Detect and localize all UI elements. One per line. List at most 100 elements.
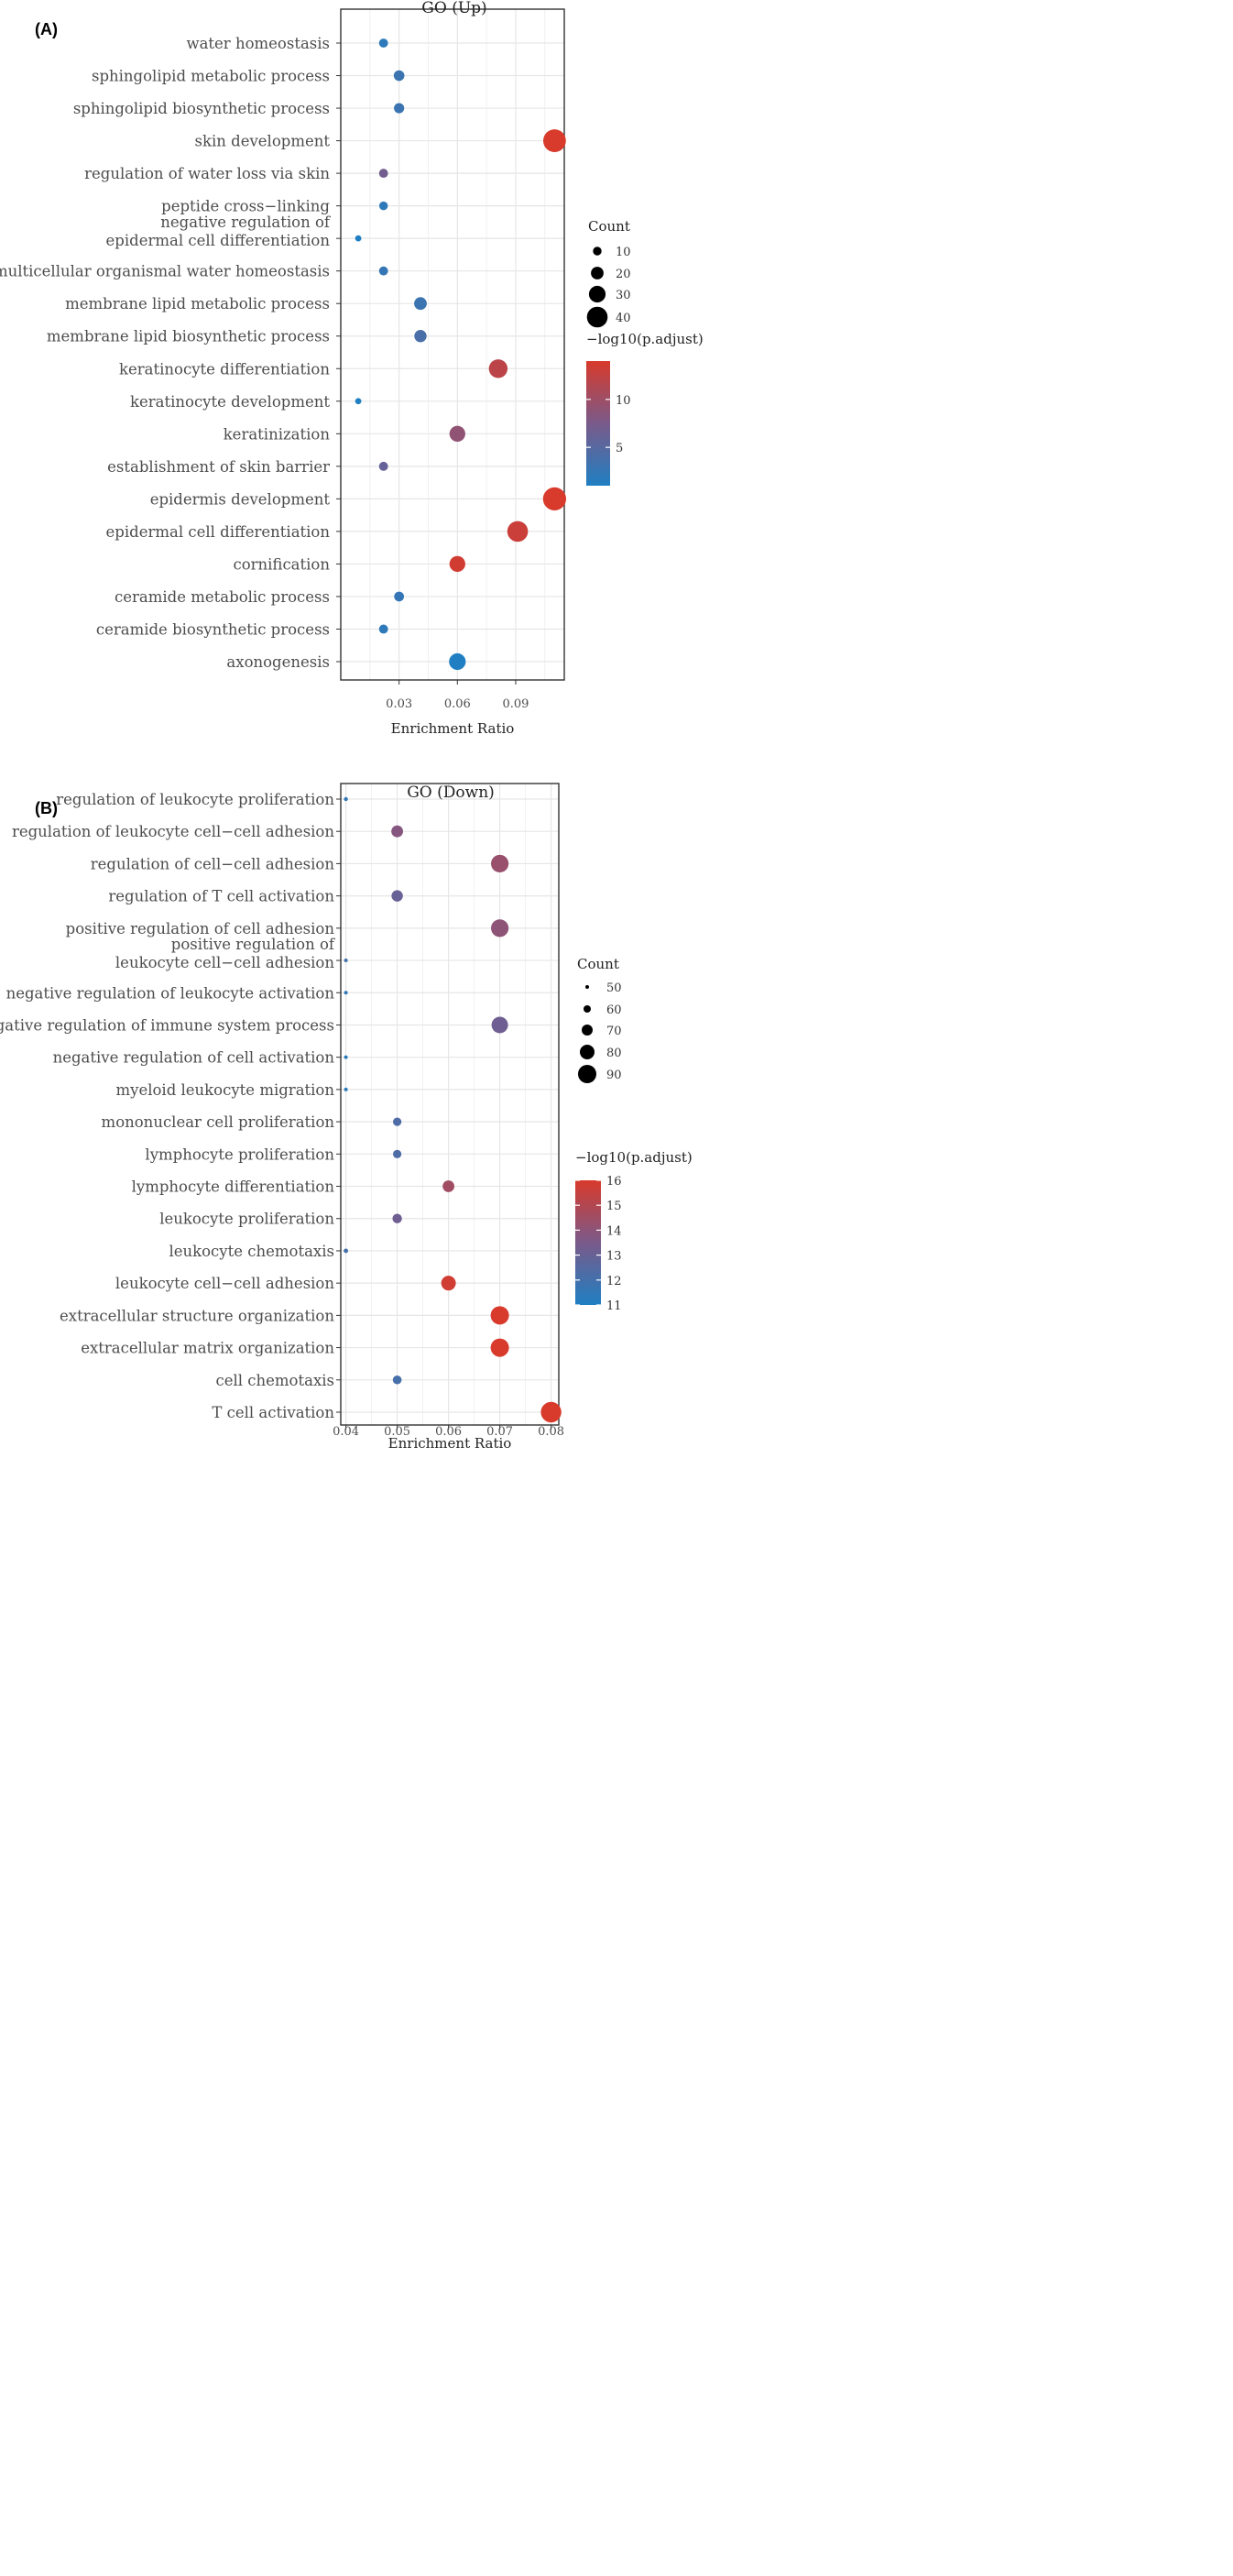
color-legend-label: 16 — [606, 1175, 622, 1189]
category-label-line: positive regulation of — [171, 936, 336, 953]
x-axis: 0.04 0.05 0.06 0.07 0.08 Enrichment Ratio — [333, 1425, 564, 1452]
category-label: cornification — [233, 555, 330, 573]
category-label: regulation of leukocyte cell−cell adhesi… — [12, 823, 334, 840]
plot-border — [340, 8, 565, 681]
category-label: cell chemotaxis — [215, 1372, 334, 1389]
category-label: regulation of leukocyte proliferation — [56, 791, 334, 808]
data-point — [344, 796, 348, 802]
category-label: membrane lipid biosynthetic process — [47, 328, 330, 345]
data-point — [449, 652, 466, 671]
data-point — [491, 854, 509, 873]
x-axis: 0.03 0.06 0.09 Enrichment Ratio — [386, 680, 529, 737]
color-legend-label: 13 — [606, 1250, 622, 1264]
data-point — [491, 1016, 508, 1034]
x-tick-label: 0.03 — [386, 697, 412, 711]
x-tick-label: 0.04 — [333, 1425, 359, 1439]
size-legend-title: Count — [577, 956, 619, 972]
size-legend-label: 40 — [616, 312, 631, 325]
category-label: negative regulation of cell activation — [53, 1049, 335, 1067]
category-label: regulation of cell−cell adhesion — [91, 855, 335, 872]
x-tick-label: 0.06 — [435, 1425, 462, 1439]
data-point — [394, 103, 405, 114]
category-label: extracellular matrix organization — [81, 1340, 334, 1357]
category-label: lymphocyte differentiation — [132, 1178, 335, 1196]
data-point — [540, 1401, 562, 1423]
category-label: keratinization — [224, 425, 331, 443]
data-points — [344, 796, 562, 1423]
size-legend: Count 10 20 30 40 — [586, 218, 631, 328]
size-legend-label: 30 — [616, 289, 631, 302]
size-legend-key — [584, 1005, 591, 1013]
panel-a: (A) GO (Up) water homeostasis sphingolipid … — [0, 0, 704, 737]
category-label: ceramide biosynthetic process — [96, 620, 330, 638]
category-label: membrane lipid metabolic process — [65, 295, 330, 312]
color-legend: −log10(p.adjust) 11 12 13 14 15 16 — [575, 1149, 693, 1313]
data-point — [344, 991, 348, 995]
x-tick-label: 0.08 — [538, 1425, 564, 1439]
panel-label: (B) — [35, 799, 58, 817]
category-label: keratinocyte development — [130, 393, 330, 411]
color-bar — [586, 361, 610, 486]
size-legend-key — [582, 1025, 593, 1036]
category-label: establishment of skin barrier — [107, 458, 330, 476]
color-legend-label: 11 — [606, 1299, 622, 1313]
size-legend-label: 90 — [606, 1069, 622, 1082]
data-point — [449, 425, 465, 442]
size-legend: Count 50 60 70 80 90 — [577, 956, 622, 1083]
chart-title: GO (Up) — [421, 0, 486, 17]
category-label: ceramide metabolic process — [115, 588, 330, 606]
data-point — [378, 266, 388, 276]
data-point — [542, 129, 566, 152]
data-point — [344, 1055, 348, 1059]
data-point — [392, 1213, 402, 1223]
data-point — [378, 624, 388, 634]
size-legend-key — [580, 1045, 595, 1059]
size-legend-label: 20 — [616, 268, 631, 281]
color-legend-label: 12 — [606, 1275, 622, 1288]
category-label: keratinocyte differentiation — [119, 360, 330, 378]
category-label: peptide cross−linking — [161, 198, 330, 215]
color-legend-title: −log10(p.adjust) — [575, 1149, 693, 1166]
x-tick-label: 0.05 — [384, 1425, 410, 1439]
data-point — [414, 297, 427, 311]
category-label-line: leukocyte cell−cell adhesion — [115, 954, 334, 971]
data-point — [507, 521, 529, 543]
size-legend-label: 60 — [606, 1003, 622, 1017]
color-legend-title: −log10(p.adjust) — [586, 331, 704, 347]
data-point — [441, 1276, 456, 1291]
category-label: regulation of T cell activation — [108, 888, 334, 905]
category-label-line: negative regulation of — [160, 214, 332, 231]
category-label: extracellular structure organization — [60, 1307, 334, 1324]
plot-area — [341, 9, 564, 680]
category-label: sphingolipid biosynthetic process — [73, 100, 330, 117]
category-label: epidermis development — [150, 490, 331, 508]
plot-border — [340, 783, 560, 1426]
data-point — [391, 825, 403, 838]
size-legend-label: 80 — [606, 1047, 622, 1060]
data-point — [393, 1117, 402, 1126]
data-point — [393, 1149, 402, 1158]
color-legend-label: 14 — [606, 1224, 622, 1238]
size-legend-label: 10 — [616, 246, 631, 259]
category-label: leukocyte chemotaxis — [169, 1243, 334, 1260]
data-point — [449, 555, 465, 573]
y-tick-labels: regulation of leukocyte proliferation reg… — [0, 791, 341, 1421]
size-legend-label: 70 — [606, 1025, 622, 1038]
category-label-line: epidermal cell differentiation — [106, 232, 331, 249]
category-label: T cell activation — [212, 1404, 334, 1421]
color-legend-label: 15 — [606, 1200, 622, 1213]
category-label: mononuclear cell proliferation — [102, 1113, 335, 1131]
data-point — [442, 1180, 454, 1192]
category-label: epidermal cell differentiation — [106, 523, 331, 541]
data-point — [378, 461, 388, 471]
panel-b: (B) GO (Down) regulation of leukocyte prol… — [0, 783, 693, 1452]
data-point — [491, 919, 509, 937]
data-point — [344, 1087, 348, 1091]
data-point — [391, 890, 403, 902]
size-legend-key — [585, 985, 589, 989]
color-bar — [575, 1180, 601, 1305]
data-point — [378, 38, 388, 48]
category-label: positive regulation of leukocyte cell−cel… — [115, 936, 336, 971]
data-point — [488, 359, 508, 378]
